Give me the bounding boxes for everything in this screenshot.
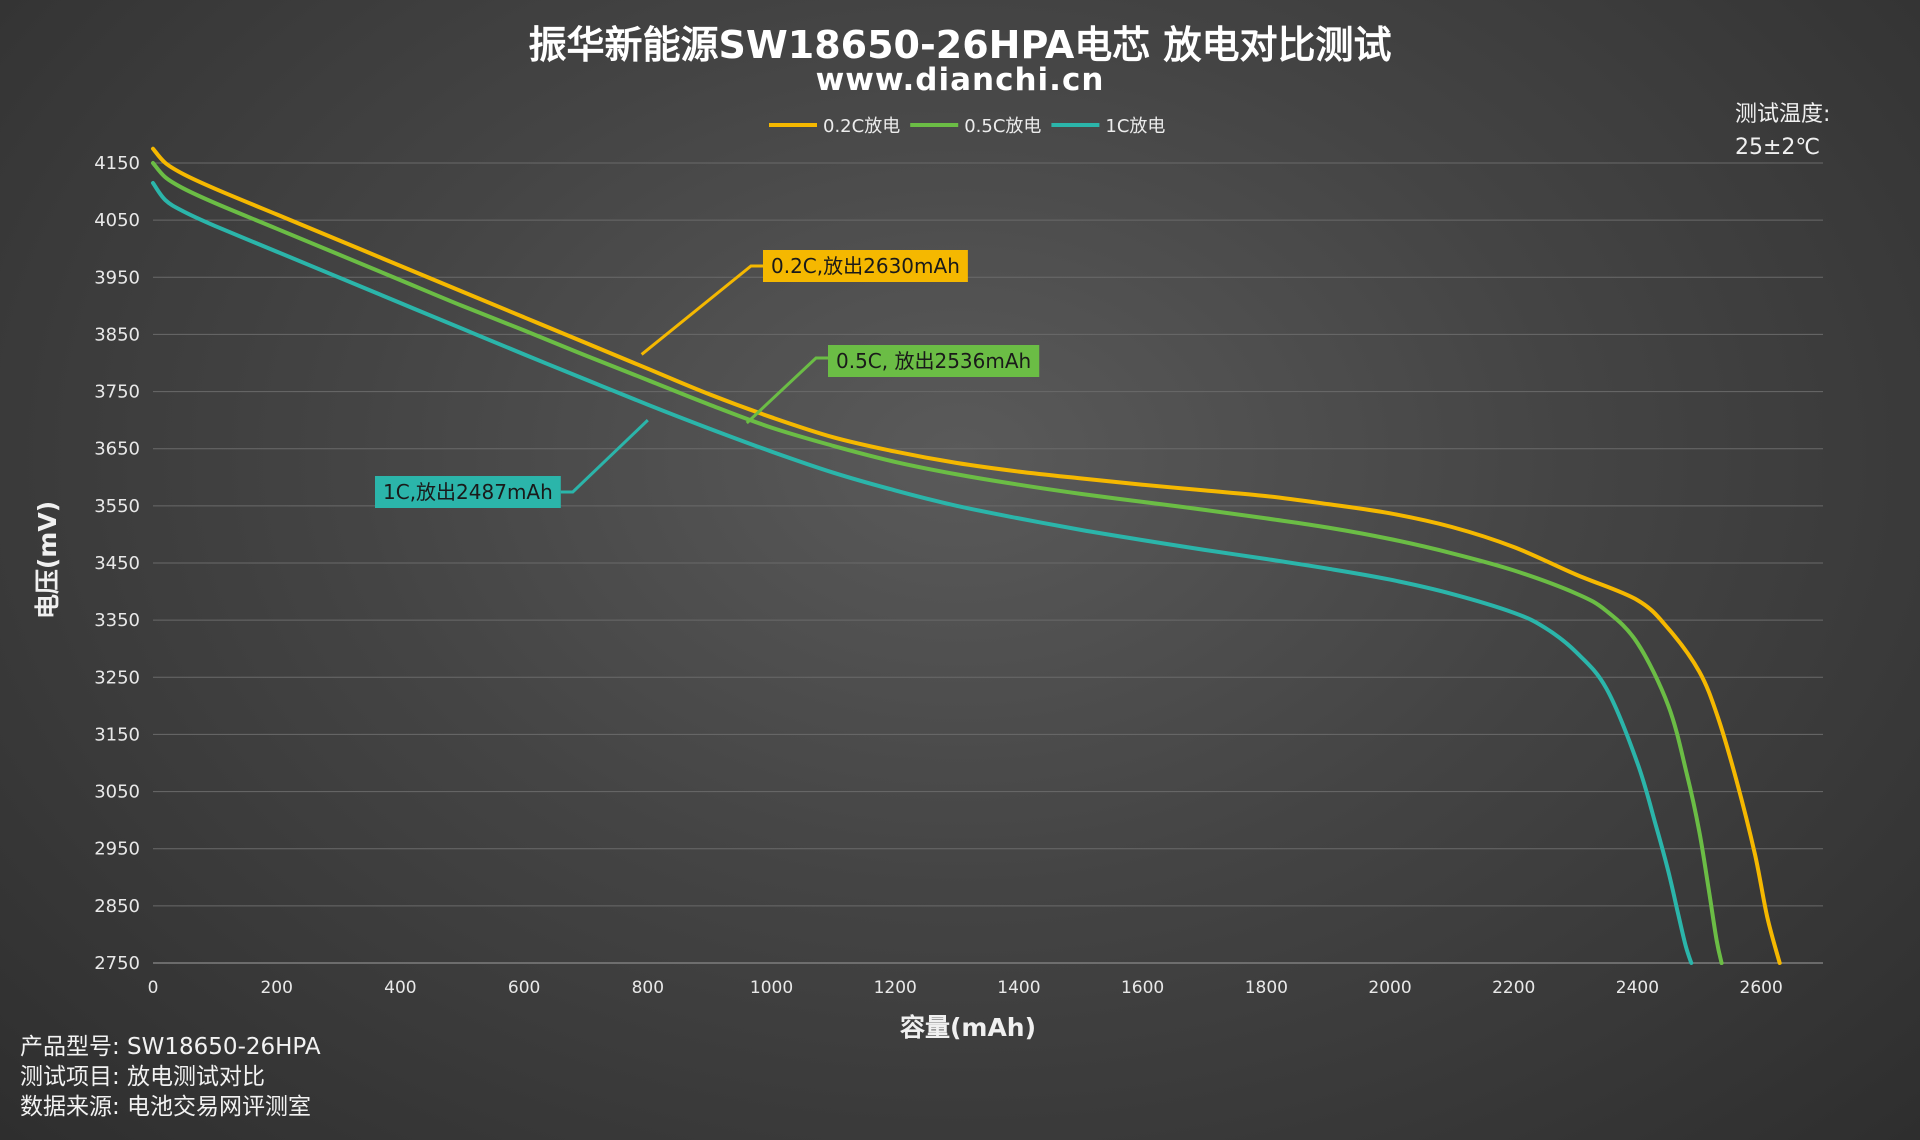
annotation-leader (640, 264, 763, 356)
y-tick-label: 4150 (94, 153, 140, 174)
x-tick-label: 2600 (1740, 978, 1783, 998)
x-tick-label: 2000 (1368, 978, 1411, 998)
annotation-label: 1C,放出2487mAh (383, 480, 553, 504)
footer-source: 数据来源: 电池交易网评测室 (20, 1094, 312, 1120)
series-lines (151, 146, 1782, 965)
y-tick-label: 2750 (94, 953, 140, 974)
annotation-leader (745, 356, 828, 425)
y-tick-label: 3050 (94, 782, 140, 803)
annotation-label: 0.5C, 放出2536mAh (836, 349, 1031, 373)
x-tick-label: 800 (632, 978, 664, 998)
y-tick-label: 3950 (94, 267, 140, 288)
y-tick-label: 3250 (94, 667, 140, 688)
x-tick-label: 600 (508, 978, 540, 998)
temperature-label: 测试温度: (1735, 102, 1831, 127)
legend-label: 1C放电 (1105, 116, 1165, 137)
x-tick-label: 1200 (874, 978, 917, 998)
x-tick-label: 1000 (750, 978, 793, 998)
y-tick-label: 3150 (94, 724, 140, 745)
y-tick-label: 3750 (94, 382, 140, 403)
grid-lines (153, 162, 1823, 964)
y-tick-label: 2950 (94, 839, 140, 860)
x-axis-label: 容量(mAh) (900, 1013, 1036, 1042)
y-tick-label: 3550 (94, 496, 140, 517)
chart-title: 振华新能源SW18650-26HPA电芯 放电对比测试 (528, 23, 1392, 67)
y-tick-label: 3450 (94, 553, 140, 574)
legend-label: 0.5C放电 (964, 116, 1041, 137)
y-tick-label: 4050 (94, 210, 140, 231)
series-line-0.2C放电 (151, 146, 1782, 965)
y-axis-label: 电压(mV) (33, 501, 62, 619)
series-line-1C放电 (151, 181, 1694, 965)
series-line-0.5C放电 (151, 161, 1724, 965)
footer-info: 产品型号: SW18650-26HPA 测试项目: 放电测试对比 数据来源: 电… (20, 1032, 321, 1122)
annotation-box (828, 345, 1040, 377)
chart-subtitle: www.dianchi.cn (815, 62, 1105, 98)
annotation-box (375, 476, 561, 508)
x-tick-label: 400 (384, 978, 416, 998)
x-tick-label: 0 (148, 978, 159, 998)
temperature-value: 25±2℃ (1735, 135, 1821, 160)
x-tick-label: 2400 (1616, 978, 1659, 998)
y-tick-label: 3650 (94, 439, 140, 460)
footer-product: 产品型号: SW18650-26HPA (20, 1034, 321, 1060)
legend: 0.2C放电 0.5C放电 1C放电 (769, 116, 1165, 137)
x-tick-label: 1600 (1121, 978, 1164, 998)
x-tick-label: 200 (260, 978, 292, 998)
x-tick-label: 1400 (997, 978, 1040, 998)
annotation-leader (560, 419, 649, 494)
x-tick-label: 2200 (1492, 978, 1535, 998)
annotation-box (763, 250, 968, 282)
legend-label: 0.2C放电 (823, 116, 900, 137)
y-tick-label: 3350 (94, 610, 140, 631)
x-tick-label: 1800 (1245, 978, 1288, 998)
y-tick-label: 2850 (94, 896, 140, 917)
annotations: 0.2C,放出2630mAh 0.5C, 放出2536mAh 1C,放出2487mA… (375, 250, 1040, 508)
annotation-label: 0.2C,放出2630mAh (771, 254, 960, 278)
temperature-note: 测试温度: 25±2℃ (1735, 98, 1830, 164)
footer-test-item: 测试项目: 放电测试对比 (20, 1064, 266, 1090)
y-tick-label: 3850 (94, 324, 140, 345)
axis-ticks: 4150 4050 3950 3850 3750 3650 3550 3450 3350 3250… (94, 153, 1783, 998)
